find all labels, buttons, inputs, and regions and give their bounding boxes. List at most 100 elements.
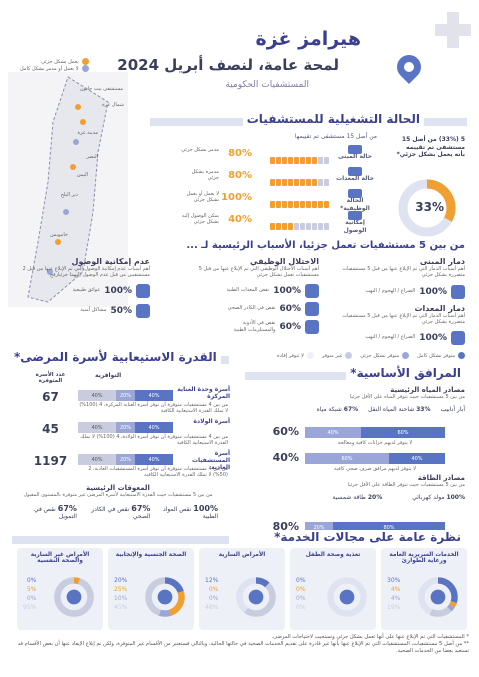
service-icon	[157, 589, 173, 605]
service-card-ring	[145, 577, 185, 617]
water-label-1: 33% شاحنة المياه النقل	[368, 406, 431, 414]
strip-unit	[311, 179, 317, 186]
service-icon	[339, 589, 355, 605]
service-card-value: 19%	[387, 604, 401, 611]
legend-na: لا تتوفر إفادة	[277, 352, 314, 359]
map-label-gaza: مدينة غزة	[77, 130, 98, 136]
page-subtitle: المستشفيات الحكومية	[225, 80, 309, 90]
reason-building-label: الصراع / الهجوم / النهب	[365, 288, 416, 295]
water-bar-caption: لا يتوفر لديهم خزانات كافية ومعالجة	[337, 440, 413, 446]
power-bar: 20% 80%	[305, 522, 445, 533]
bar-segment: 20%	[116, 422, 135, 433]
capacity-bar: 40% 20% 40%	[78, 454, 173, 465]
service-card-value: 0%	[208, 586, 219, 593]
reason-functional-pct-0: 100%	[273, 285, 301, 296]
strip-unit	[311, 223, 317, 230]
reason-functional-label-0: نقص المعدات الطبية	[226, 287, 270, 294]
service-card-value: 48%	[205, 604, 219, 611]
power-label-0: 100% مولد كهربائي	[412, 494, 465, 502]
service-card-value: 4%	[390, 595, 401, 602]
capacity-title: القدرة الاستيعابية لأسرة المرضى*	[10, 350, 221, 364]
operational-row: حالة المبنى 80% مدمر بشكل جزئي	[134, 145, 374, 165]
service-card-value: 12%	[205, 577, 219, 584]
capacity-bar: 40% 20% 40%	[78, 422, 173, 433]
reason-functional-label-1: نقص في الكادر الصحي	[227, 305, 276, 312]
obstacle-2: 67% نقص في التمويل	[33, 504, 77, 521]
service-card: الأمراض السارية 12% 0% 0% 48%	[199, 548, 285, 630]
service-card-value: 45%	[114, 604, 128, 611]
footnote-1: ** من أصل 5 مستشفيات، المستشفيات التي تم…	[17, 641, 469, 655]
map-label-nasr: النصر	[86, 154, 98, 160]
power-bar-value: 80%	[272, 520, 299, 533]
reason-access: عدم إمكانية الوصول أهم أسباب عدم إمكانية…	[10, 257, 150, 318]
strip-unit	[311, 201, 317, 208]
strip-unit	[323, 179, 329, 186]
operational-row-strip	[269, 149, 329, 168]
bar-segment: 40%	[135, 390, 173, 401]
map-label-yemen: اليمن	[76, 172, 88, 178]
bar-segment: 80%	[333, 522, 445, 533]
power-note: من بين 5 مستشفيات حيث تتوفر الطاقة على ا…	[347, 482, 465, 488]
brand-title: هيرامز غزة	[255, 28, 361, 50]
ring-segment	[236, 577, 276, 617]
service-card-title: الخدمات السريرية العامة ورعاية الطوارئ	[389, 552, 459, 564]
obstacle-0: 100% نقص المواد الطبية	[162, 504, 218, 521]
section-bar-utilities	[245, 372, 379, 380]
reason-equipment: دمار المعدات أهم أسباب الدمار التي تم ال…	[330, 304, 465, 345]
operational-title: الحالة التشغيلية للمستشفيات	[242, 112, 424, 126]
reason-equipment-head: دمار المعدات	[414, 304, 465, 313]
service-card-value: 0%	[296, 595, 306, 602]
ring-segment	[145, 577, 185, 617]
water-block: مصادر المياه الرئيسية من بين 5 مستشفيات …	[245, 386, 465, 413]
capacity-row-note: من بين 4 مستشفيات متوفرة أن توفر أسرة ال…	[80, 434, 228, 447]
capacity-count-head: عدد الأسرة المتوفرة	[35, 372, 66, 384]
reason-access-head: عدم إمكانية الوصول	[71, 257, 150, 266]
map-legend: يعمل بشكل جزئي لا يعمل أو مدمر بشكل كامل	[20, 58, 89, 73]
service-card-value: 0%	[208, 595, 219, 602]
legend-none: غير متوفر	[322, 352, 353, 359]
reason-building-head: دمار المبنى	[419, 257, 465, 266]
map-svg	[27, 76, 109, 303]
capacity-bar: 40% 20% 40%	[78, 390, 173, 401]
bar-segment: 40%	[135, 422, 173, 433]
reason-equipment-label: الصراع / الهجوم / النهب	[365, 334, 416, 341]
bar-segment: 60%	[361, 427, 445, 438]
strip-unit	[275, 223, 281, 230]
bar-segment: 20%	[116, 390, 135, 401]
map-label-beithanoun: مستشفى بيت حانون	[79, 86, 123, 92]
operational-row-status: مدمر بشكل جزئي	[181, 147, 219, 153]
capacity-row-note: من بين 4 مستشفيات متوفرة أن توفر أسرة ال…	[88, 466, 228, 479]
obstacles-head: المعوقات الرئيسية	[86, 484, 150, 492]
bar-segment: 40%	[78, 422, 116, 433]
strip-unit	[287, 157, 293, 164]
strip-unit	[305, 201, 311, 208]
ring-segment	[418, 577, 458, 617]
reason-access-desc: أهم أسباب عدم إمكانية الوصول التي تم الإ…	[22, 266, 150, 279]
service-icon	[430, 589, 446, 605]
service-card-values: 0% 0% 0% 0%	[296, 576, 306, 612]
service-card-ring	[236, 577, 276, 617]
hospital-icon	[348, 145, 362, 154]
service-card-value: 0%	[26, 577, 37, 584]
section-bar-services	[12, 536, 229, 544]
service-card-value: 20%	[114, 577, 128, 584]
reason-functional-head: الاختلال الوظيفي	[250, 257, 319, 266]
strip-unit	[305, 157, 311, 164]
service-card-value: 10%	[114, 595, 128, 602]
service-card-values: 12% 0% 0% 48%	[205, 576, 218, 612]
utilities-title: المرافق الأساسية*	[346, 366, 465, 380]
strip-unit	[287, 201, 293, 208]
operational-row-pct: 80%	[228, 148, 252, 159]
service-card-title: تغذية وصحة الطفل	[305, 552, 361, 558]
location-pin-icon	[392, 50, 426, 84]
service-icon	[248, 589, 264, 605]
legend-partial: متوفر بشكل جزئي	[360, 352, 410, 359]
explosion-icon	[451, 284, 465, 299]
service-card-values: 0% 5% 0% 95%	[23, 576, 36, 612]
reasons-title: من بين 5 مستشفيات تعمل جزئيا، الأسباب ال…	[186, 240, 465, 251]
capacity-row-name: أسرة الولادة	[193, 418, 230, 425]
service-card-title: الأمراض غير السارية والصحة النفسية	[30, 552, 90, 564]
page-title: لمحة عامة، لنصف أبريل 2024	[117, 56, 339, 74]
hospital-icon	[348, 211, 362, 220]
service-card-value: 0%	[296, 586, 306, 593]
